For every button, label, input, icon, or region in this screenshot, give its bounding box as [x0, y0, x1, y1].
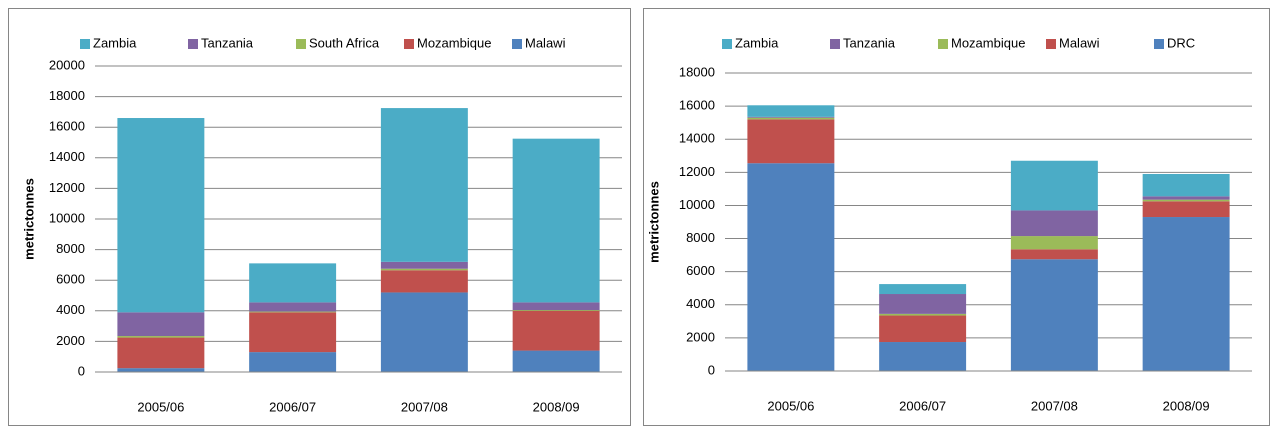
legend-label: Tanzania — [843, 35, 896, 50]
y-tick-label: 0 — [708, 362, 715, 377]
bar-segment — [1142, 201, 1230, 218]
x-tick-label: 2005/06 — [137, 399, 184, 414]
y-tick-label: 18000 — [679, 64, 715, 79]
y-axis-label: metrictonnes — [646, 181, 661, 263]
y-tick-label: 6000 — [56, 272, 85, 287]
bar-segment — [117, 312, 205, 337]
y-tick-label: 4000 — [56, 302, 85, 317]
y-tick-label: 20000 — [49, 57, 85, 72]
bar-segment — [249, 312, 337, 353]
bar-segment — [380, 270, 468, 293]
bar-segment — [512, 138, 600, 303]
bar-segment — [1010, 210, 1098, 237]
bar-segment — [1142, 173, 1230, 197]
bar-segment — [380, 268, 468, 271]
x-tick-label: 2005/06 — [767, 398, 814, 413]
legend-label: Mozambique — [951, 35, 1025, 50]
bar-segment — [1010, 259, 1098, 371]
bar-segment — [747, 116, 835, 118]
x-tick-label: 2008/09 — [533, 399, 580, 414]
bar-segment — [380, 292, 468, 372]
legend-label: Zambia — [735, 35, 779, 50]
y-tick-label: 2000 — [686, 329, 715, 344]
y-tick-label: 10000 — [49, 210, 85, 225]
y-tick-label: 16000 — [49, 119, 85, 134]
y-tick-label: 8000 — [56, 241, 85, 256]
legend-swatch — [830, 39, 840, 49]
x-tick-label: 2007/08 — [401, 399, 448, 414]
bar-segment — [249, 311, 337, 313]
y-tick-label: 6000 — [686, 263, 715, 278]
bar-segment — [1142, 217, 1230, 371]
bar-segment — [879, 315, 967, 343]
bar-segment — [1010, 160, 1098, 211]
bar-segment — [512, 310, 600, 351]
bar-segment — [117, 118, 205, 313]
y-tick-label: 14000 — [49, 149, 85, 164]
x-tick-label: 2006/07 — [899, 398, 946, 413]
y-tick-label: 14000 — [679, 131, 715, 146]
bar-segment — [512, 350, 600, 372]
legend-label: Tanzania — [201, 35, 254, 50]
y-tick-label: 0 — [78, 363, 85, 378]
legend-swatch — [1154, 39, 1164, 49]
bar-segment — [879, 342, 967, 371]
y-tick-label: 12000 — [679, 164, 715, 179]
bar-segment — [249, 302, 337, 312]
y-tick-label: 8000 — [686, 230, 715, 245]
bar-segment — [1010, 236, 1098, 250]
bar-segment — [879, 284, 967, 295]
bar-segment — [249, 263, 337, 303]
bar-segment — [117, 337, 205, 369]
x-tick-label: 2006/07 — [269, 399, 316, 414]
legend-swatch — [296, 39, 306, 49]
bar-segment — [380, 108, 468, 262]
legend-label: Mozambique — [417, 35, 491, 50]
bar-segment — [747, 163, 835, 371]
legend-swatch — [404, 39, 414, 49]
bar-segment — [512, 310, 600, 311]
bar-segment — [1010, 249, 1098, 260]
legend-swatch — [188, 39, 198, 49]
bar-segment — [1142, 199, 1230, 202]
bar-segment — [879, 294, 967, 314]
legend-swatch — [512, 39, 522, 49]
bar-segment — [380, 261, 468, 269]
legend-swatch — [722, 39, 732, 49]
legend-label: Malawi — [525, 35, 566, 50]
bar-segment — [117, 336, 205, 338]
y-tick-label: 18000 — [49, 88, 85, 103]
legend-label: South Africa — [309, 35, 380, 50]
y-axis-label: metrictonnes — [21, 178, 36, 260]
bar-segment — [249, 352, 337, 372]
y-tick-label: 10000 — [679, 197, 715, 212]
bar-segment — [117, 368, 205, 372]
legend-swatch — [80, 39, 90, 49]
y-tick-label: 2000 — [56, 333, 85, 348]
bar-segment — [747, 117, 835, 120]
bar-segment — [1142, 196, 1230, 200]
x-tick-label: 2008/09 — [1163, 398, 1210, 413]
y-tick-label: 4000 — [686, 296, 715, 311]
legend-label: Zambia — [93, 35, 137, 50]
legend-swatch — [938, 39, 948, 49]
y-tick-label: 12000 — [49, 180, 85, 195]
legend-swatch — [1046, 39, 1056, 49]
bar-segment — [747, 105, 835, 117]
legend-label: Malawi — [1059, 35, 1100, 50]
legend-label: DRC — [1167, 35, 1195, 50]
bar-segment — [512, 302, 600, 311]
bar-segment — [879, 313, 967, 316]
x-tick-label: 2007/08 — [1031, 398, 1078, 413]
bar-segment — [747, 119, 835, 164]
y-tick-label: 16000 — [679, 98, 715, 113]
